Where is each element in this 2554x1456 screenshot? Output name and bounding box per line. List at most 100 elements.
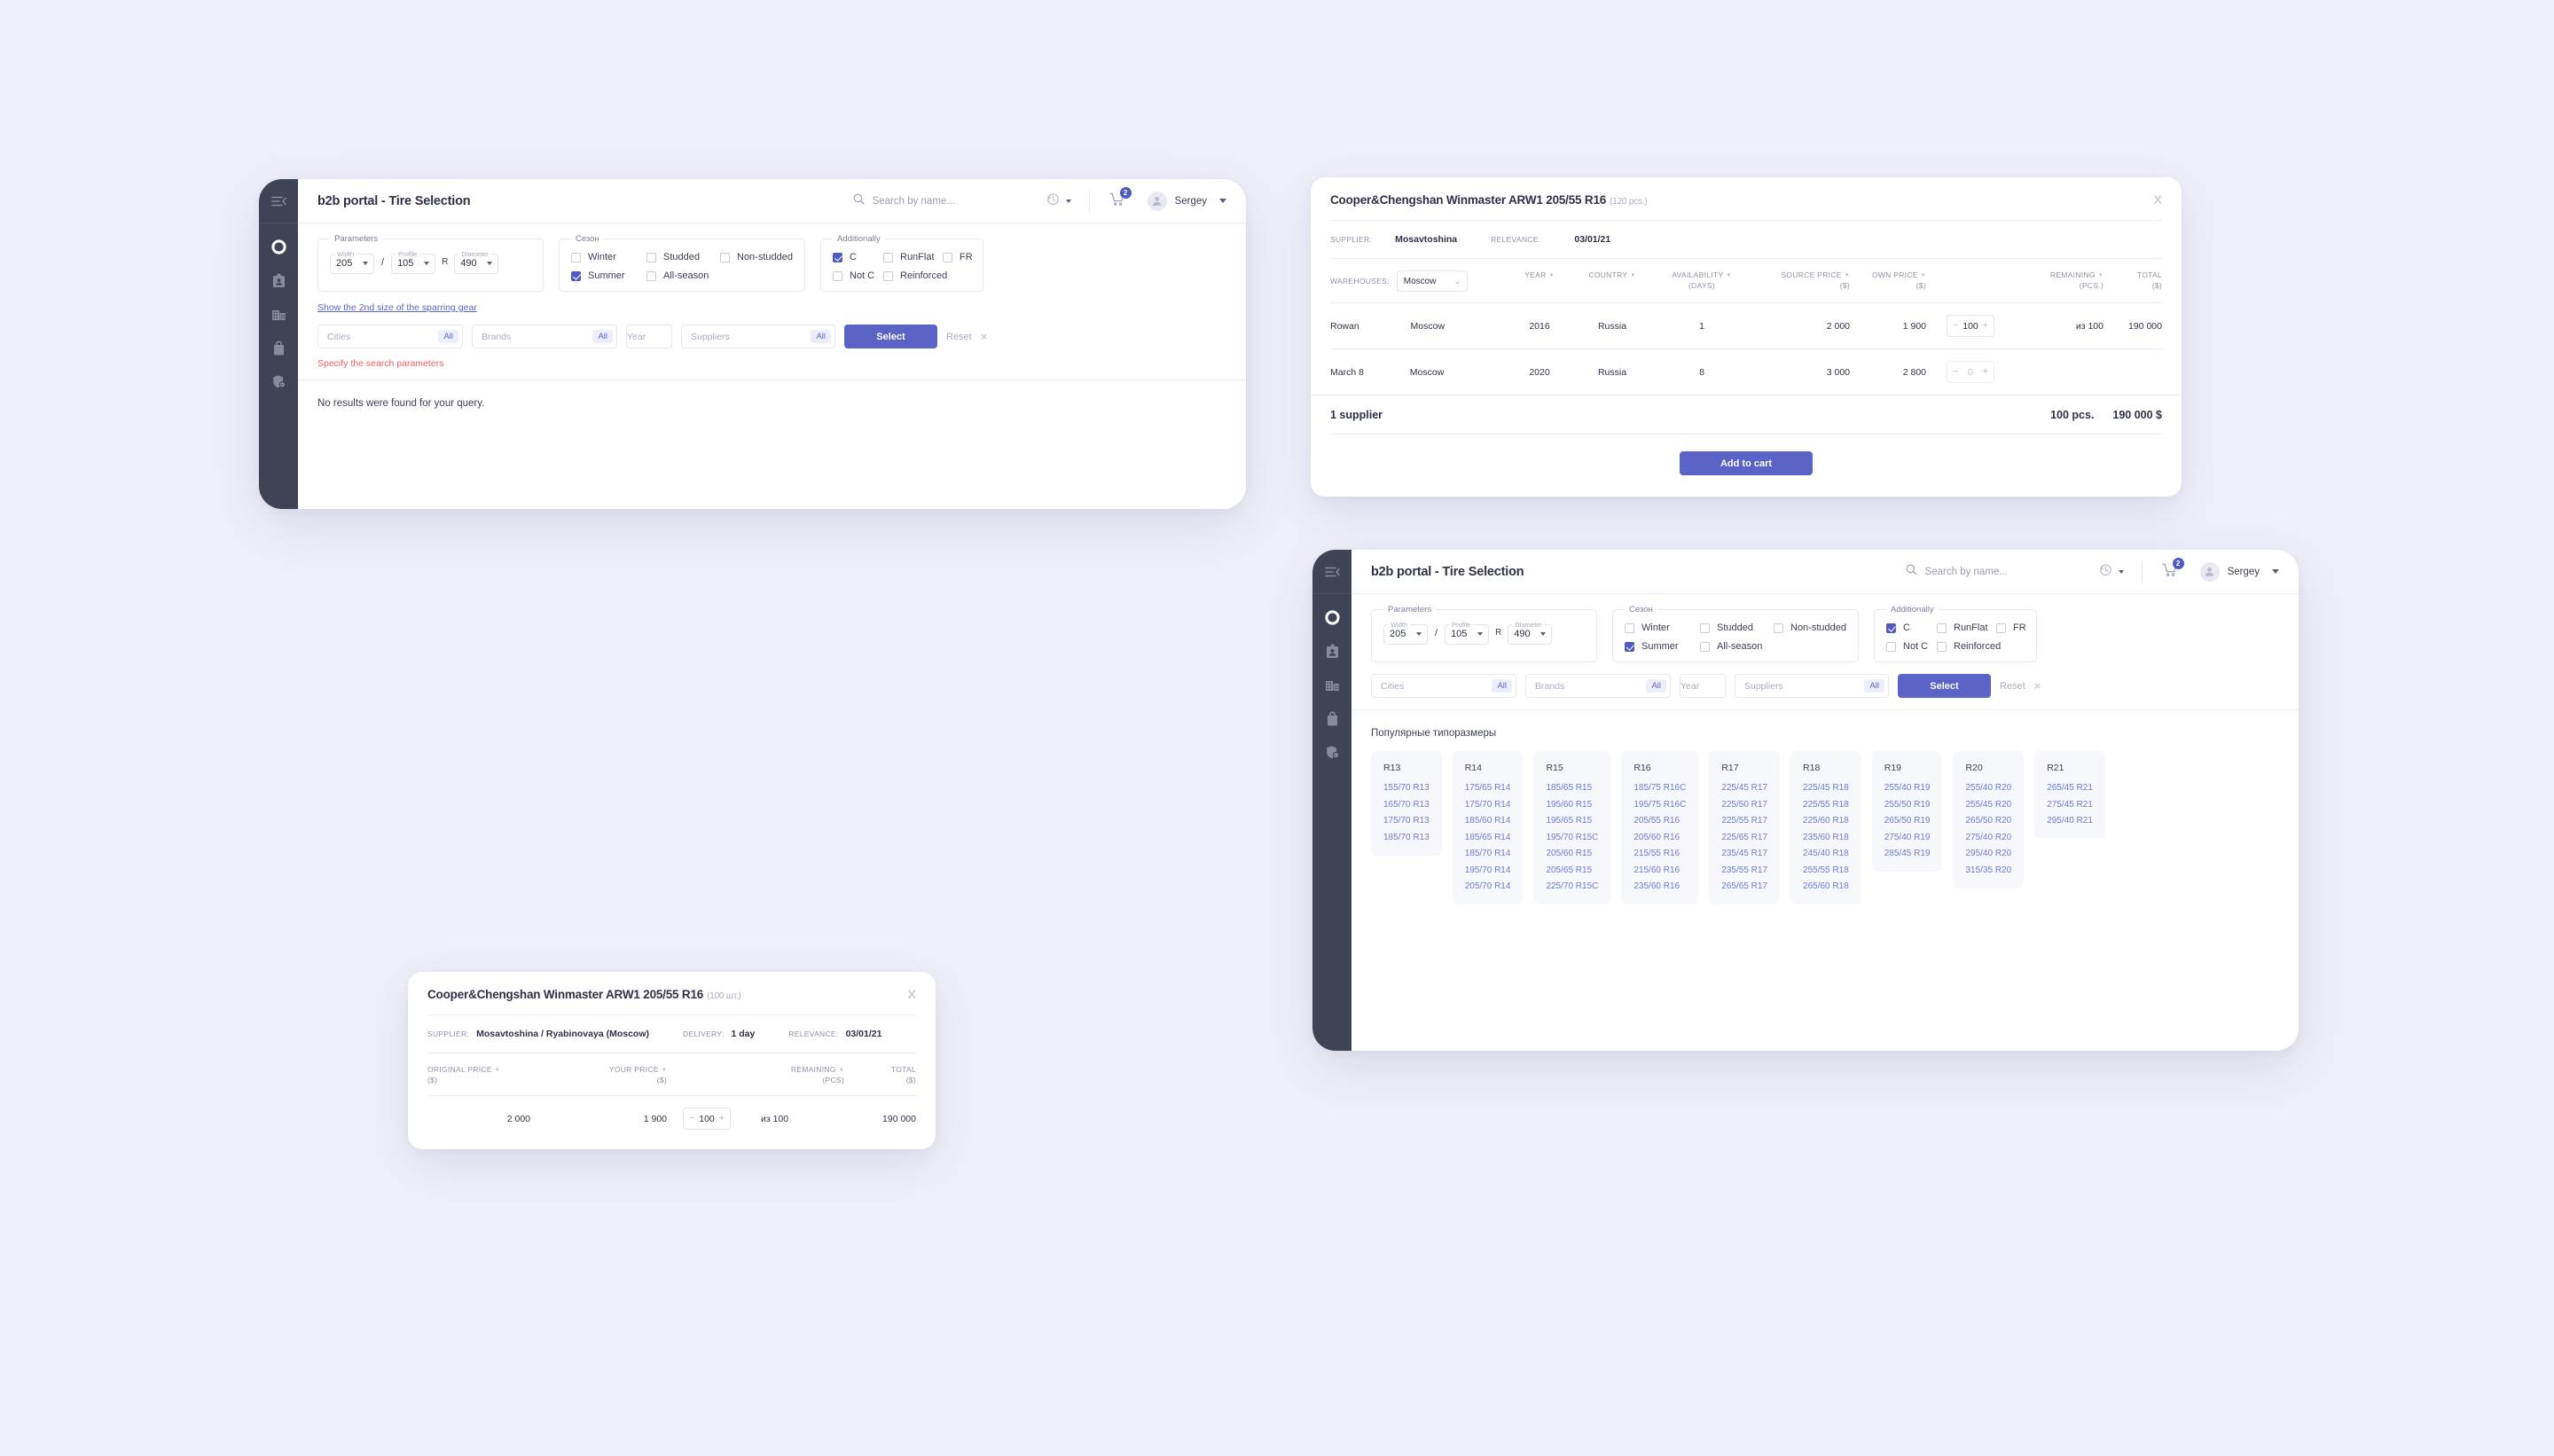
shield-icon[interactable]: e: [270, 372, 287, 390]
checkbox-studded[interactable]: Studded: [646, 252, 720, 262]
checkbox-box[interactable]: [571, 270, 581, 281]
size-link[interactable]: 225/70 R15C: [1546, 881, 1599, 891]
size-link[interactable]: 225/55 R18: [1803, 799, 1849, 810]
reset-button[interactable]: Reset: [2000, 680, 2025, 692]
checkbox-box[interactable]: [943, 252, 952, 262]
size-link[interactable]: 255/40 R20: [1965, 783, 2012, 793]
checkbox-box[interactable]: [1886, 622, 1896, 633]
collapse-menu-icon[interactable]: [1323, 563, 1341, 581]
increment-button[interactable]: +: [718, 1113, 725, 1123]
th-year[interactable]: YEAR ▼: [1524, 270, 1555, 279]
checkbox-all-season[interactable]: All-season: [646, 270, 720, 281]
select-button[interactable]: Select: [1898, 674, 1991, 698]
size-link[interactable]: 235/60 R18: [1803, 832, 1849, 842]
diameter-select[interactable]: Diameter 490: [454, 250, 499, 274]
cart-button[interactable]: 2: [1109, 186, 1132, 211]
size-link[interactable]: 215/55 R16: [1633, 849, 1680, 858]
checkbox-not-c[interactable]: Not C: [833, 270, 883, 281]
checkbox-box[interactable]: [833, 252, 842, 262]
checkbox-c[interactable]: C: [1886, 622, 1937, 633]
size-link[interactable]: 265/50 R20: [1965, 816, 2012, 826]
history-icon[interactable]: [2099, 563, 2112, 581]
cart-icon[interactable]: [2161, 562, 2179, 582]
size-link[interactable]: 185/70 R14: [1464, 849, 1511, 858]
checkbox-box[interactable]: [1886, 641, 1896, 652]
quantity-value[interactable]: 100: [1963, 320, 1978, 332]
history-icon[interactable]: [1046, 192, 1060, 210]
chevron-down-icon[interactable]: [363, 262, 368, 265]
size-link[interactable]: 255/45 R20: [1965, 799, 2012, 810]
checkbox-box[interactable]: [1937, 622, 1947, 633]
cell-quantity[interactable]: − 100 +: [1926, 302, 2015, 349]
decrement-button[interactable]: −: [689, 1113, 695, 1123]
size-link[interactable]: 265/65 R17: [1721, 881, 1768, 891]
size-link[interactable]: 195/60 R15: [1546, 799, 1593, 810]
sidebar-collapse-button[interactable]: [1312, 550, 1351, 594]
search-box[interactable]: [1906, 564, 2058, 580]
profile-select[interactable]: Profile 105: [391, 250, 436, 274]
cities-input[interactable]: Cities All: [317, 325, 463, 348]
size-link[interactable]: 195/75 R16C: [1633, 799, 1687, 810]
brands-all-chip[interactable]: All: [1646, 679, 1666, 693]
width-select[interactable]: Width 205: [1383, 621, 1428, 645]
size-link[interactable]: 175/70 R13: [1383, 816, 1430, 826]
checkbox-fr[interactable]: FR: [943, 252, 973, 262]
checkbox-box[interactable]: [646, 270, 656, 281]
suppliers-input[interactable]: Suppliers All: [681, 325, 835, 348]
width-select[interactable]: Width 205: [330, 250, 374, 274]
size-link[interactable]: 315/35 R20: [1965, 865, 2012, 875]
year-input[interactable]: Year: [1680, 674, 1726, 698]
th-original-price[interactable]: ORIGINAL PRICE ▼ ($): [427, 1065, 501, 1084]
checkbox-box[interactable]: [883, 252, 893, 262]
size-link[interactable]: 295/40 R21: [2047, 816, 2093, 826]
quantity-stepper[interactable]: − 100 +: [683, 1108, 731, 1130]
size-link[interactable]: 165/70 R13: [1383, 799, 1430, 810]
avatar[interactable]: [1147, 191, 1167, 211]
search-input[interactable]: [1924, 566, 2058, 577]
size-link[interactable]: 185/65 R14: [1464, 832, 1511, 842]
history-dropdown[interactable]: [1046, 192, 1071, 210]
size-link[interactable]: 205/60 R15: [1546, 849, 1593, 858]
size-link[interactable]: 235/45 R17: [1721, 849, 1768, 858]
size-link[interactable]: 175/65 R14: [1464, 783, 1511, 793]
cities-all-chip[interactable]: All: [1492, 679, 1512, 693]
bag-icon[interactable]: [1323, 709, 1341, 727]
suppliers-all-chip[interactable]: All: [811, 330, 831, 343]
size-link[interactable]: 185/70 R13: [1383, 832, 1430, 842]
th-remaining[interactable]: REMAINING ▼ (PCS): [790, 1065, 844, 1084]
avatar[interactable]: [2199, 561, 2220, 582]
chevron-down-icon[interactable]: [2118, 569, 2124, 574]
size-link[interactable]: 265/45 R21: [2047, 783, 2093, 793]
checkbox-not-c[interactable]: Not C: [1886, 641, 1937, 652]
reset-button[interactable]: Reset: [946, 331, 972, 342]
suppliers-input[interactable]: Suppliers All: [1735, 674, 1889, 698]
profile-select[interactable]: Profile 105: [1445, 621, 1490, 645]
select-button[interactable]: Select: [844, 325, 937, 348]
close-icon[interactable]: X: [2153, 192, 2162, 207]
user-chevron-down-icon[interactable]: [2272, 569, 2279, 574]
th-remaining[interactable]: REMAINING ▼ (PCS.): [2049, 270, 2104, 290]
brands-all-chip[interactable]: All: [592, 330, 613, 343]
close-icon[interactable]: ×: [2033, 679, 2041, 693]
year-input[interactable]: Year: [626, 325, 672, 348]
brands-input[interactable]: Brands All: [1525, 674, 1671, 698]
checkbox-box[interactable]: [1700, 622, 1710, 633]
checkbox-box[interactable]: [1625, 622, 1634, 633]
quantity-value[interactable]: 0: [1968, 366, 1973, 378]
close-icon[interactable]: X: [907, 987, 916, 1001]
chevron-down-icon[interactable]: [487, 262, 493, 265]
checkbox-winter[interactable]: Winter: [1625, 622, 1700, 633]
size-link[interactable]: 225/60 R18: [1803, 816, 1849, 826]
checkbox-runflat[interactable]: RunFlat: [883, 252, 943, 262]
size-link[interactable]: 265/50 R19: [1884, 816, 1931, 826]
checkbox-fr[interactable]: FR: [1996, 622, 2026, 633]
size-link[interactable]: 225/55 R17: [1721, 816, 1768, 826]
sidebar-collapse-button[interactable]: [259, 179, 298, 223]
checkbox-box[interactable]: [571, 252, 581, 262]
checkbox-box[interactable]: [1937, 641, 1947, 652]
th-availability[interactable]: AVAILABILITY ▼ (DAYS): [1672, 270, 1732, 290]
size-link[interactable]: 215/60 R16: [1633, 865, 1680, 875]
chevron-down-icon[interactable]: [1540, 632, 1547, 636]
suppliers-all-chip[interactable]: All: [1864, 679, 1884, 693]
cell-quantity[interactable]: − 100 +: [667, 1095, 747, 1141]
